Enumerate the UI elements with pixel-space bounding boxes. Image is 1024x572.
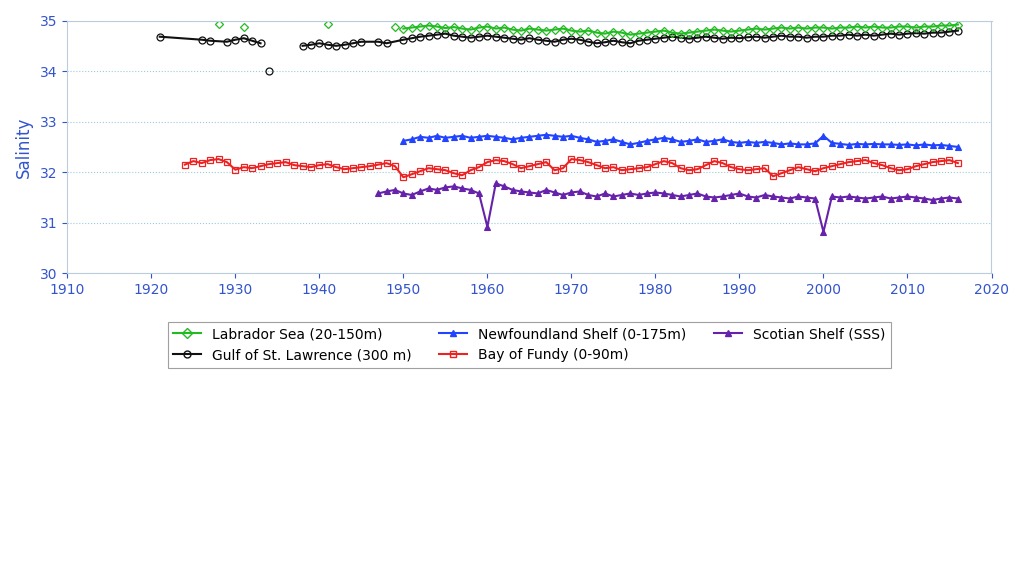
Bay of Fundy (0-90m) (951, 160, 964, 166)
Newfoundland Shelf (0-175m) (481, 132, 494, 139)
Line: Newfoundland Shelf (0-175m): Newfoundland Shelf (0-175m) (400, 132, 962, 150)
Gulf of St. Lawrence (300 m) (238, 35, 250, 42)
Scotian Shelf (SSS) (885, 195, 897, 202)
Bay of Fundy (0-90m) (288, 162, 300, 169)
Newfoundland Shelf (0-175m) (397, 137, 410, 144)
Gulf of St. Lawrence (300 m) (229, 36, 242, 43)
Scotian Shelf (SSS) (489, 180, 502, 187)
Line: Gulf of St. Lawrence (300 m): Gulf of St. Lawrence (300 m) (157, 33, 264, 47)
Bay of Fundy (0-90m) (733, 166, 745, 173)
Newfoundland Shelf (0-175m) (825, 140, 838, 146)
Bay of Fundy (0-90m) (809, 168, 821, 174)
Y-axis label: Salinity: Salinity (15, 116, 33, 178)
Scotian Shelf (SSS) (951, 195, 964, 202)
Legend: Labrador Sea (20-150m), Gulf of St. Lawrence (300 m), Newfoundland Shelf (0-175m: Labrador Sea (20-150m), Gulf of St. Lawr… (168, 321, 891, 368)
Bay of Fundy (0-90m) (212, 156, 224, 162)
Gulf of St. Lawrence (300 m) (204, 37, 216, 44)
Bay of Fundy (0-90m) (313, 162, 326, 169)
Scotian Shelf (SSS) (557, 192, 569, 198)
Scotian Shelf (SSS) (624, 190, 636, 197)
Scotian Shelf (SSS) (372, 190, 384, 197)
Gulf of St. Lawrence (300 m) (246, 37, 258, 44)
Bay of Fundy (0-90m) (179, 161, 191, 168)
Newfoundland Shelf (0-175m) (657, 134, 670, 141)
Line: Scotian Shelf (SSS): Scotian Shelf (SSS) (375, 180, 962, 235)
Gulf of St. Lawrence (300 m) (254, 40, 266, 47)
Newfoundland Shelf (0-175m) (465, 134, 477, 141)
Scotian Shelf (SSS) (699, 193, 712, 200)
Line: Bay of Fundy (0-90m): Bay of Fundy (0-90m) (181, 156, 962, 181)
Labrador Sea (20-150m) (389, 23, 401, 30)
Labrador Sea (20-150m) (238, 23, 250, 30)
Gulf of St. Lawrence (300 m) (154, 33, 166, 40)
Newfoundland Shelf (0-175m) (540, 132, 552, 138)
Gulf of St. Lawrence (300 m) (221, 38, 233, 45)
Scotian Shelf (SSS) (515, 188, 527, 195)
Bay of Fundy (0-90m) (347, 165, 359, 172)
Scotian Shelf (SSS) (817, 228, 829, 235)
Labrador Sea (20-150m) (212, 21, 224, 27)
Line: Labrador Sea (20-150m): Labrador Sea (20-150m) (216, 21, 397, 30)
Newfoundland Shelf (0-175m) (919, 141, 931, 148)
Scotian Shelf (SSS) (447, 183, 460, 190)
Newfoundland Shelf (0-175m) (951, 144, 964, 150)
Bay of Fundy (0-90m) (397, 174, 410, 181)
Newfoundland Shelf (0-175m) (633, 140, 645, 146)
Bay of Fundy (0-90m) (582, 158, 594, 165)
Gulf of St. Lawrence (300 m) (196, 36, 208, 43)
Labrador Sea (20-150m) (322, 21, 334, 27)
